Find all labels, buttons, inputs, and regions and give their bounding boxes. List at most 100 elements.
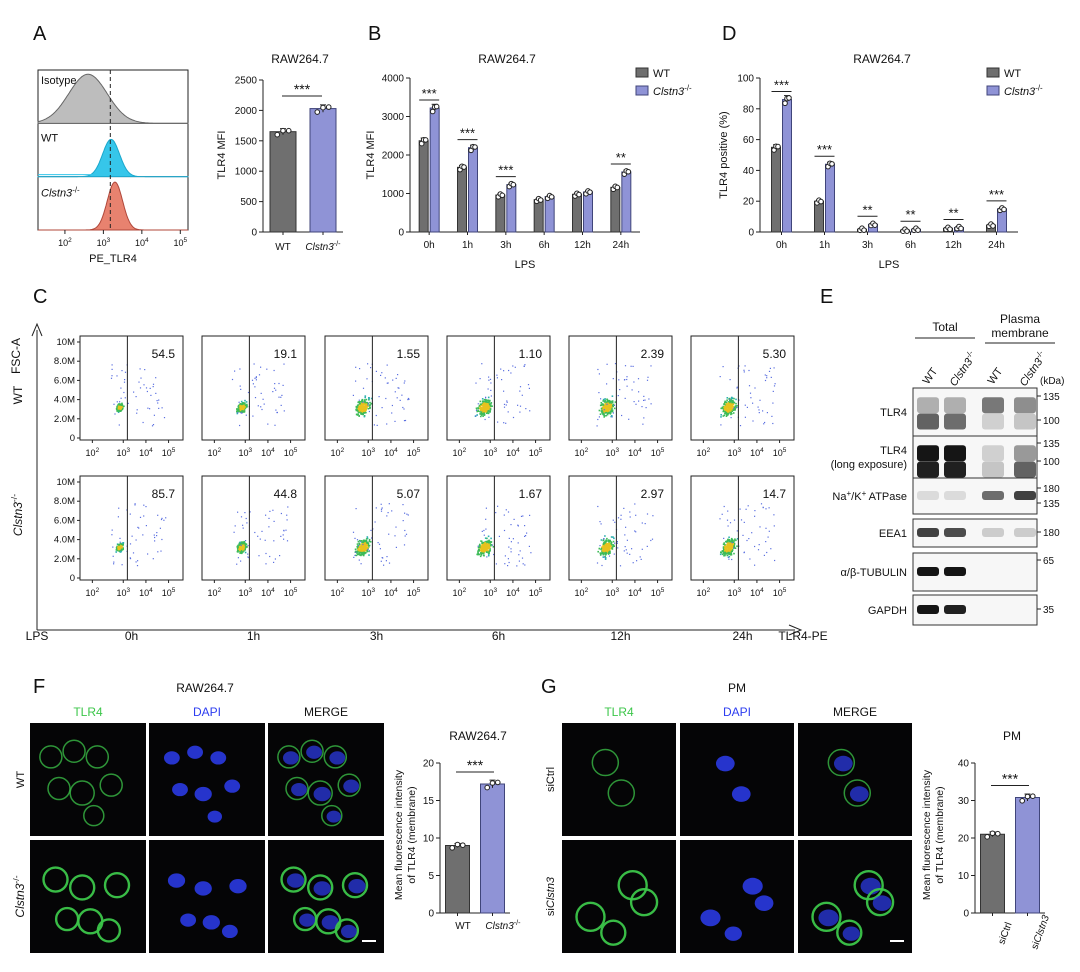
- event-dot: [364, 548, 366, 551]
- event-dot: [632, 562, 634, 564]
- event-dot: [477, 407, 479, 409]
- bar-1h-0: [814, 200, 824, 233]
- event-dot: [355, 550, 358, 553]
- tick-label: 103: [483, 447, 497, 458]
- blot-band: [917, 528, 939, 537]
- event-dot: [152, 386, 154, 388]
- event-dot: [145, 387, 148, 389]
- event-dot: [480, 415, 482, 418]
- event-dot: [253, 363, 255, 365]
- event-dot: [359, 550, 362, 552]
- event-dot: [726, 403, 729, 406]
- event-dot: [725, 546, 727, 548]
- event-dot: [730, 406, 732, 409]
- x-tick-label: WT: [455, 921, 471, 932]
- tick-label: 102: [58, 237, 72, 248]
- event-dot: [485, 528, 487, 530]
- event-dot: [123, 405, 125, 408]
- event-dot: [513, 518, 515, 520]
- event-dot: [273, 540, 275, 542]
- event-dot: [478, 546, 481, 549]
- row-label: WT: [15, 771, 27, 788]
- event-dot: [238, 542, 241, 545]
- event-dot: [352, 394, 354, 396]
- event-dot: [634, 530, 636, 532]
- event-dot: [608, 542, 610, 545]
- x-tick-label: siClstn3: [1029, 913, 1052, 951]
- event-dot: [152, 558, 154, 560]
- event-dot: [604, 535, 606, 537]
- replicate-point: [461, 164, 467, 170]
- cell-nucleus: [842, 926, 860, 941]
- event-dot: [727, 550, 729, 552]
- event-dot: [242, 544, 244, 546]
- bar-0h-1: [429, 107, 440, 233]
- event-dot: [366, 550, 368, 553]
- event-dot: [134, 504, 136, 506]
- event-dot: [120, 404, 123, 406]
- event-dot: [354, 537, 356, 539]
- lane-label: WT: [986, 366, 1006, 387]
- event-dot: [282, 534, 284, 536]
- event-dot: [119, 403, 121, 406]
- event-dot: [749, 558, 751, 560]
- event-dot: [242, 542, 245, 545]
- micrograph-frame: [268, 723, 384, 836]
- event-dot: [725, 401, 728, 404]
- row-label-wt: WT: [41, 132, 58, 144]
- bar-WT-0: [445, 845, 470, 914]
- event-dot: [510, 551, 512, 553]
- event-dot: [484, 404, 487, 406]
- event-dot: [356, 550, 359, 553]
- event-dot: [635, 514, 637, 516]
- event-dot: [743, 521, 745, 523]
- event-dot: [361, 401, 363, 403]
- event-dot: [367, 548, 369, 550]
- event-dot: [363, 403, 366, 405]
- event-dot: [489, 378, 492, 380]
- y-tick-label: 0: [251, 228, 257, 239]
- event-dot: [746, 406, 748, 408]
- cell-membrane: [307, 780, 333, 806]
- event-dot: [722, 547, 725, 550]
- y-tick-label: 1000: [382, 189, 405, 200]
- event-dot: [143, 384, 145, 386]
- event-dot: [720, 551, 722, 553]
- fsc-axis-label: FSC-A: [9, 338, 23, 374]
- event-dot: [728, 536, 730, 539]
- y-tick-label: 5: [428, 871, 434, 882]
- cell-nucleus: [291, 782, 307, 797]
- event-dot: [404, 419, 407, 422]
- blot-band: [982, 413, 1004, 430]
- event-dot: [358, 543, 361, 545]
- event-dot: [608, 551, 610, 553]
- bar-6h-0: [533, 199, 544, 233]
- event-dot: [260, 392, 262, 394]
- event-dot: [156, 400, 158, 402]
- event-dot: [726, 405, 728, 407]
- event-dot: [727, 401, 730, 403]
- event-dot: [154, 540, 156, 542]
- blot-band: [944, 567, 966, 576]
- event-dot: [504, 563, 506, 565]
- event-dot: [365, 411, 367, 414]
- plot-frame: [201, 475, 306, 581]
- cell-membrane: [323, 745, 348, 769]
- event-dot: [724, 400, 726, 403]
- event-dot: [394, 391, 396, 393]
- event-dot: [481, 542, 484, 544]
- row-label: siClstn3: [545, 876, 557, 916]
- event-dot: [601, 552, 603, 554]
- event-dot: [362, 387, 365, 389]
- event-dot: [117, 549, 120, 552]
- event-dot: [381, 557, 383, 559]
- event-dot: [723, 545, 726, 548]
- event-dot: [605, 544, 607, 547]
- event-dot: [480, 552, 482, 554]
- event-dot: [727, 525, 729, 527]
- event-dot: [505, 422, 507, 424]
- event-dot: [503, 406, 506, 408]
- event-dot: [359, 411, 361, 414]
- event-dot: [280, 404, 282, 406]
- blot-label: Na+/K+ ATPase: [832, 489, 907, 503]
